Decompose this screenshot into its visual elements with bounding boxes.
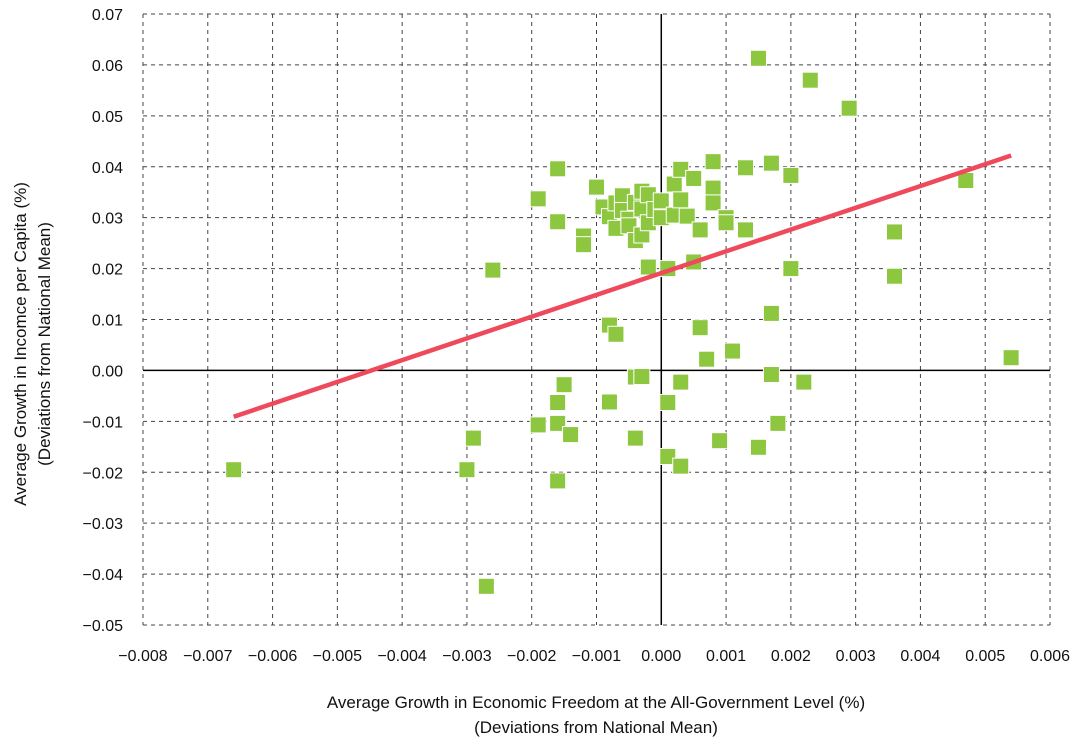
data-point	[549, 213, 567, 231]
data-point	[633, 368, 651, 386]
x-tick-label: 0.000	[641, 648, 681, 665]
y-axis-title-line2: (Deviations from National Mean)	[35, 222, 54, 466]
y-tick-label: −0.03	[83, 516, 124, 533]
y-tick-label: 0.00	[92, 363, 123, 380]
data-point	[529, 190, 547, 208]
data-points	[225, 49, 1020, 595]
data-point	[225, 461, 243, 479]
data-point	[575, 236, 593, 254]
data-point	[562, 426, 580, 444]
data-point	[484, 261, 502, 279]
x-tick-label: −0.007	[183, 648, 232, 665]
data-point	[555, 376, 573, 394]
data-point	[672, 457, 690, 475]
data-point	[464, 429, 482, 447]
x-tick-label: 0.005	[965, 648, 1005, 665]
y-tick-label: −0.02	[83, 465, 124, 482]
data-point	[782, 260, 800, 278]
data-point	[724, 342, 742, 360]
x-tick-label: 0.006	[1030, 648, 1070, 665]
data-point	[717, 214, 735, 232]
data-point	[749, 49, 767, 67]
x-tick-label: 0.004	[900, 648, 940, 665]
data-point	[762, 365, 780, 383]
data-point	[769, 414, 787, 432]
data-point	[704, 179, 722, 197]
data-point	[672, 191, 690, 209]
data-point	[665, 175, 683, 193]
data-point	[607, 325, 625, 343]
y-tick-label: 0.02	[92, 262, 123, 279]
y-tick-label: 0.05	[92, 109, 123, 126]
data-point	[749, 438, 767, 456]
data-point	[795, 373, 813, 391]
data-point	[652, 192, 670, 210]
data-point	[737, 159, 755, 177]
data-point	[711, 432, 729, 450]
x-tick-label: 0.003	[836, 648, 876, 665]
x-tick-label: −0.008	[118, 648, 167, 665]
data-point	[691, 221, 709, 239]
x-axis-title-line1: Average Growth in Economic Freedom at th…	[327, 693, 865, 712]
x-tick-labels: −0.008 −0.007 −0.006 −0.005 −0.004 −0.003 −0.0…	[118, 648, 1070, 665]
data-point	[672, 160, 690, 178]
data-point	[600, 393, 618, 411]
y-tick-label: −0.01	[83, 414, 124, 431]
trend-line-group	[232, 153, 1012, 419]
data-point	[529, 416, 547, 434]
data-point	[672, 373, 690, 391]
y-tick-label: 0.03	[92, 211, 123, 228]
data-point	[762, 154, 780, 172]
zero-axes	[143, 14, 1050, 625]
data-point	[549, 414, 567, 432]
y-tick-label: 0.04	[92, 160, 123, 177]
x-tick-label: −0.002	[507, 648, 556, 665]
data-point	[549, 472, 567, 490]
data-point	[549, 160, 567, 178]
x-tick-label: −0.006	[248, 648, 297, 665]
x-tick-label: 0.001	[706, 648, 746, 665]
x-tick-label: −0.003	[442, 648, 491, 665]
data-point	[588, 178, 605, 196]
data-point	[698, 350, 716, 368]
y-tick-label: 0.01	[92, 313, 123, 330]
data-point	[840, 99, 858, 117]
x-tick-label: −0.005	[313, 648, 362, 665]
data-point	[685, 169, 703, 187]
data-point	[477, 577, 495, 595]
y-tick-labels: −0.05 −0.04 −0.03 −0.02 −0.01 0.00 0.01 0.02 0.0…	[83, 7, 124, 635]
data-point	[886, 223, 904, 241]
data-point	[762, 304, 780, 322]
data-point	[704, 153, 722, 171]
data-point	[659, 447, 677, 465]
data-point	[678, 207, 696, 225]
data-point	[549, 393, 567, 411]
data-point	[704, 194, 722, 212]
x-tick-label: −0.001	[572, 648, 621, 665]
trend-line	[232, 153, 1012, 419]
data-point	[626, 429, 644, 447]
x-tick-label: −0.004	[377, 648, 426, 665]
data-point	[782, 166, 800, 184]
data-point	[659, 393, 677, 411]
y-tick-label: 0.06	[92, 58, 123, 75]
y-tick-label: −0.04	[83, 567, 124, 584]
data-point	[458, 461, 476, 479]
grid-lines	[142, 13, 1051, 626]
data-point	[886, 267, 904, 285]
data-point	[1002, 349, 1020, 367]
data-point	[801, 71, 819, 89]
data-point	[691, 319, 709, 337]
x-tick-label: 0.002	[771, 648, 811, 665]
y-axis-title-line1: Average Growth in Incomce per Capita (%)	[11, 182, 30, 506]
data-point	[639, 258, 657, 276]
y-tick-label: −0.05	[83, 618, 124, 635]
x-axis-title-line2: (Deviations from National Mean)	[474, 718, 718, 737]
y-tick-label: 0.07	[92, 7, 123, 24]
data-point	[737, 221, 755, 239]
